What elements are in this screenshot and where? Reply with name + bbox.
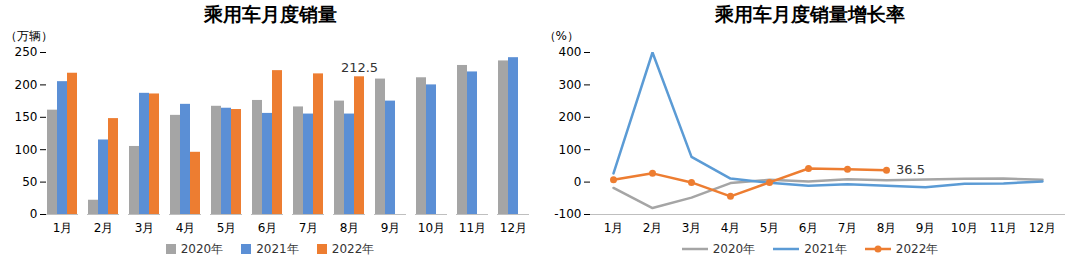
svg-text:2月: 2月	[643, 221, 663, 235]
svg-text:6月: 6月	[799, 221, 819, 235]
svg-text:3月: 3月	[682, 221, 702, 235]
html-text:乘用车月度销量: 乘用车月度销量	[203, 3, 337, 25]
svg-text:36.5: 36.5	[896, 162, 925, 177]
svg-text:3月: 3月	[135, 221, 155, 235]
svg-text:8月: 8月	[340, 221, 360, 235]
svg-text:（万辆）: （万辆）	[5, 29, 53, 43]
svg-text:10月: 10月	[951, 221, 978, 235]
svg-text:9月: 9月	[381, 221, 401, 235]
html-text:2022年: 2022年	[331, 241, 375, 256]
svg-text:7月: 7月	[838, 221, 858, 235]
svg-text:12月: 12月	[500, 221, 527, 235]
svg-text:0: 0	[574, 175, 582, 189]
svg-text:12月: 12月	[1029, 221, 1056, 235]
svg-text:4月: 4月	[176, 221, 196, 235]
svg-text:5月: 5月	[760, 221, 780, 235]
html-text:2021年: 2021年	[804, 241, 847, 256]
svg-text:1月: 1月	[53, 221, 73, 235]
svg-text:11月: 11月	[459, 221, 486, 235]
html-text:乘用车月度销量增长率: 乘用车月度销量增长率	[715, 3, 905, 25]
svg-text:300: 300	[559, 78, 582, 92]
svg-text:200: 200	[15, 78, 38, 92]
svg-text:150: 150	[15, 110, 38, 124]
svg-text:9月: 9月	[916, 221, 936, 235]
svg-text:4月: 4月	[721, 221, 741, 235]
svg-text:400: 400	[559, 45, 582, 59]
svg-text:212.5: 212.5	[341, 60, 378, 75]
svg-text:2月: 2月	[94, 221, 114, 235]
html-text:2020年: 2020年	[180, 241, 224, 256]
svg-text:（%）: （%）	[544, 29, 579, 43]
svg-text:200: 200	[559, 110, 582, 124]
svg-text:10月: 10月	[418, 221, 445, 235]
svg-text:0: 0	[30, 207, 38, 221]
svg-text:6月: 6月	[258, 221, 278, 235]
svg-text:8月: 8月	[877, 221, 897, 235]
svg-text:50: 50	[22, 175, 37, 189]
svg-text:-100: -100	[554, 207, 581, 221]
svg-text:7月: 7月	[299, 221, 319, 235]
html-text:2021年: 2021年	[256, 241, 299, 256]
svg-text:100: 100	[15, 143, 38, 157]
svg-text:100: 100	[559, 143, 582, 157]
html-text:2020年: 2020年	[712, 241, 756, 256]
svg-text:11月: 11月	[990, 221, 1017, 235]
html-text:2022年: 2022年	[895, 241, 939, 256]
svg-text:1月: 1月	[604, 221, 624, 235]
svg-text:250: 250	[15, 45, 38, 59]
svg-text:5月: 5月	[217, 221, 237, 235]
